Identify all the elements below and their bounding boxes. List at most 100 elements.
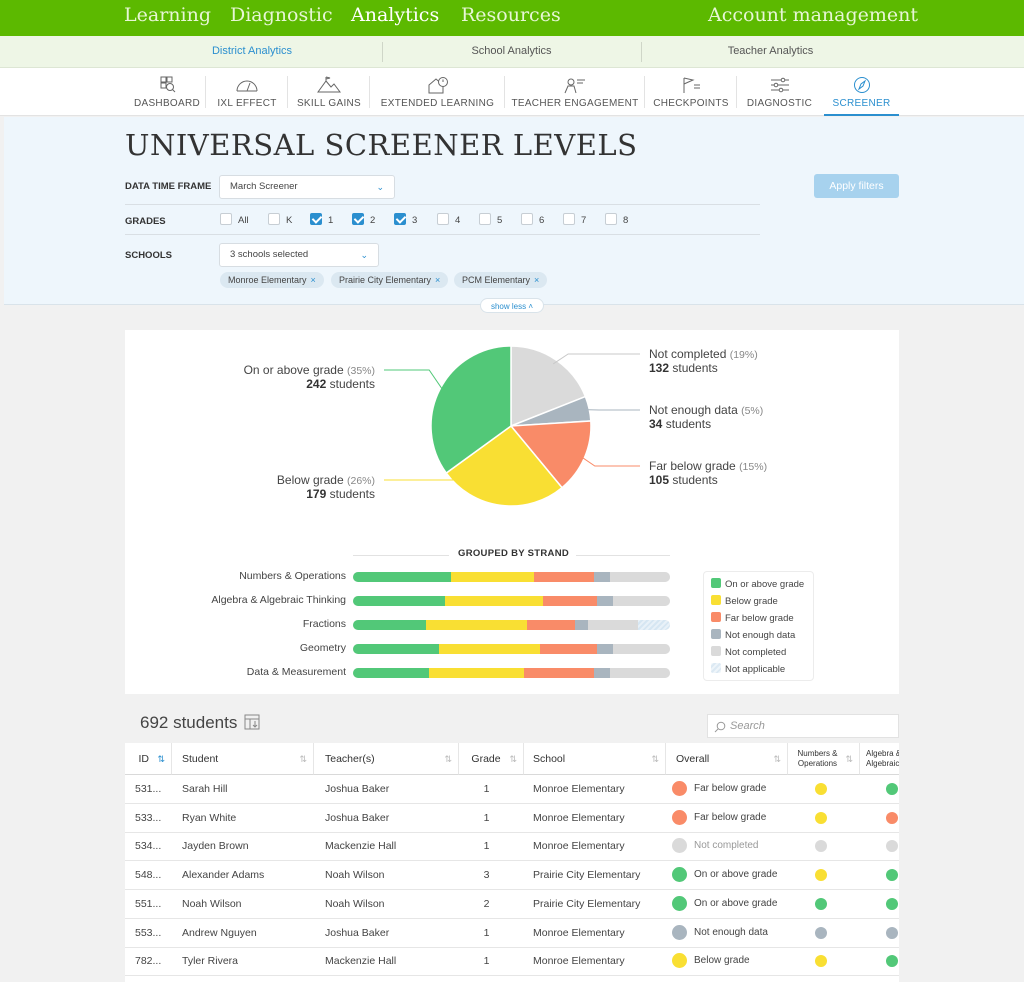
- grade-checkbox-3[interactable]: 3: [394, 213, 417, 228]
- checkbox-icon[interactable]: [521, 213, 533, 226]
- checkbox-icon[interactable]: [268, 213, 280, 226]
- table-row[interactable]: 548... Alexander Adams Noah Wilson 3 Prairie…: [125, 861, 899, 891]
- checkbox-checked-icon[interactable]: [352, 213, 364, 226]
- chevron-down-icon: ⌄: [376, 182, 384, 192]
- checkbox-icon[interactable]: [605, 213, 617, 226]
- tab-district-analytics[interactable]: District Analytics: [211, 45, 293, 57]
- strand-segment-notcompleted: [612, 596, 670, 606]
- grade-checkbox-all[interactable]: All: [220, 213, 249, 228]
- cell-teacher: Joshua Baker: [325, 783, 390, 795]
- table-row[interactable]: 782... Tyler Rivera Mackenzie Hall 1 Monroe …: [125, 947, 899, 977]
- legend-label: Not enough data: [725, 630, 796, 641]
- checkbox-checked-icon[interactable]: [310, 213, 322, 226]
- column-header-teachers[interactable]: Teacher(s) ⇅: [314, 743, 459, 775]
- checkbox-icon[interactable]: [437, 213, 449, 226]
- strand-bar[interactable]: [353, 644, 670, 654]
- report-diagnostic[interactable]: DIAGNOSTIC: [737, 68, 822, 116]
- timeframe-dropdown[interactable]: March Screener ⌄: [219, 175, 395, 199]
- grade-checkbox-6[interactable]: 6: [521, 213, 544, 228]
- legend-swatch: [711, 629, 721, 640]
- nav-learning[interactable]: Learning: [124, 4, 211, 26]
- report-dashboard[interactable]: DASHBOARD: [128, 68, 206, 116]
- header-label: Algebra & Algebraic: [866, 749, 899, 768]
- grade-checkbox-5[interactable]: 5: [479, 213, 502, 228]
- strand-bar[interactable]: [353, 668, 670, 678]
- grade-checkbox-7[interactable]: 7: [563, 213, 586, 228]
- report-ixl-effect[interactable]: IXL EFFECT: [206, 68, 288, 116]
- grade-checkbox-k[interactable]: K: [268, 213, 292, 228]
- schools-dropdown[interactable]: 3 schools selected ⌄: [219, 243, 379, 267]
- legend-label: Below grade: [725, 596, 778, 607]
- legend-item-below: Below grade: [711, 595, 778, 607]
- checkbox-checked-icon[interactable]: [394, 213, 406, 226]
- grade-checkbox-4[interactable]: 4: [437, 213, 460, 228]
- legend-item-on: On or above grade: [711, 578, 804, 590]
- cell-student[interactable]: Ryan White: [182, 811, 237, 824]
- strand-name: Algebra & Algebraic Thinking: [211, 594, 346, 606]
- nav-account-management[interactable]: Account management: [708, 4, 919, 26]
- table-row[interactable]: 553... Andrew Nguyen Joshua Baker 1 Monroe E…: [125, 919, 899, 948]
- report-teacher-engagement[interactable]: TEACHER ENGAGEMENT: [505, 68, 645, 116]
- checkbox-icon[interactable]: [220, 213, 232, 226]
- segment-unit: students: [672, 361, 718, 375]
- report-screener[interactable]: SCREENER: [824, 68, 899, 116]
- export-icon[interactable]: [244, 714, 260, 730]
- cell-student[interactable]: Andrew Nguyen: [182, 926, 257, 939]
- tab-teacher-analytics[interactable]: Teacher Analytics: [727, 45, 814, 57]
- strand-bar[interactable]: [353, 596, 670, 606]
- table-row[interactable]: 534... Jayden Brown Mackenzie Hall 1 Monroe …: [125, 832, 899, 862]
- column-header-algebra[interactable]: Algebra & Algebraic: [860, 743, 899, 775]
- cell-student[interactable]: Noah Wilson: [182, 897, 242, 910]
- cell-student[interactable]: Alexander Adams: [182, 869, 265, 882]
- cell-school: Prairie City Elementary: [533, 869, 641, 882]
- report-label: DIAGNOSTIC: [746, 98, 813, 109]
- checkbox-icon[interactable]: [563, 213, 575, 226]
- cell-grade: 1: [483, 811, 490, 824]
- nav-diagnostic[interactable]: Diagnostic: [230, 4, 333, 26]
- cell-student[interactable]: Jayden Brown: [182, 840, 249, 853]
- strand-segment-notenough: [597, 596, 613, 606]
- tab-school-analytics[interactable]: School Analytics: [471, 45, 552, 57]
- report-checkpoints[interactable]: CHECKPOINTS: [645, 68, 737, 116]
- table-row[interactable]: 551... Noah Wilson Noah Wilson 2 Prairie Cit…: [125, 890, 899, 919]
- school-chip[interactable]: Prairie City Elementary ×: [331, 272, 449, 288]
- column-header-numbers-operations[interactable]: Numbers & Operations ⇅: [788, 743, 860, 775]
- nav-resources[interactable]: Resources: [461, 4, 561, 26]
- strand-segment-notenough: [597, 644, 613, 654]
- cell-student[interactable]: Tyler Rivera: [182, 955, 239, 968]
- show-less-toggle[interactable]: show less ˄: [480, 298, 544, 313]
- segment-name: Not completed: [649, 347, 727, 361]
- segment-name: Not enough data: [649, 403, 738, 417]
- grade-checkbox-2[interactable]: 2: [352, 213, 375, 228]
- chart-legend: On or above grade Below grade Far below gr…: [703, 571, 814, 681]
- table-row[interactable]: 531... Sarah Hill Joshua Baker 1 Monroe Elem…: [125, 775, 899, 804]
- report-extended-learning[interactable]: EXTENDED LEARNING: [370, 68, 505, 116]
- column-header-student[interactable]: Student ⇅: [172, 743, 314, 775]
- report-label: SCREENER: [832, 98, 891, 109]
- apply-filters-button[interactable]: Apply filters: [814, 174, 899, 198]
- strand-bar[interactable]: [353, 620, 670, 630]
- grade-checkbox-8[interactable]: 8: [605, 213, 628, 228]
- column-header-school[interactable]: School ⇅: [524, 743, 666, 775]
- nav-analytics[interactable]: Analytics: [351, 4, 440, 26]
- strand-bar[interactable]: [353, 572, 670, 582]
- strand-segment-notenough: [593, 572, 610, 582]
- search-input[interactable]: Search: [707, 714, 899, 738]
- close-icon[interactable]: ×: [534, 275, 540, 285]
- school-chip[interactable]: Monroe Elementary ×: [220, 272, 324, 288]
- pie-label-not-enough-data: Not enough data (5%) 34 students: [649, 403, 763, 431]
- table-row[interactable]: 533... Ryan White Joshua Baker 1 Monroe Elem…: [125, 804, 899, 833]
- cell-id: 553...: [135, 926, 162, 939]
- close-icon[interactable]: ×: [310, 275, 316, 285]
- cell-grade: 3: [483, 869, 490, 882]
- grade-checkbox-1[interactable]: 1: [310, 213, 333, 228]
- column-header-overall[interactable]: Overall ⇅: [666, 743, 788, 775]
- close-icon[interactable]: ×: [435, 275, 441, 285]
- report-skill-gains[interactable]: SKILL GAINS: [288, 68, 370, 116]
- divider: [504, 76, 505, 108]
- school-chip[interactable]: PCM Elementary ×: [454, 272, 548, 288]
- column-header-grade[interactable]: Grade ⇅: [459, 743, 524, 775]
- column-header-id[interactable]: ID ⇅: [125, 743, 172, 775]
- checkbox-icon[interactable]: [479, 213, 491, 226]
- cell-student[interactable]: Sarah Hill: [182, 783, 228, 795]
